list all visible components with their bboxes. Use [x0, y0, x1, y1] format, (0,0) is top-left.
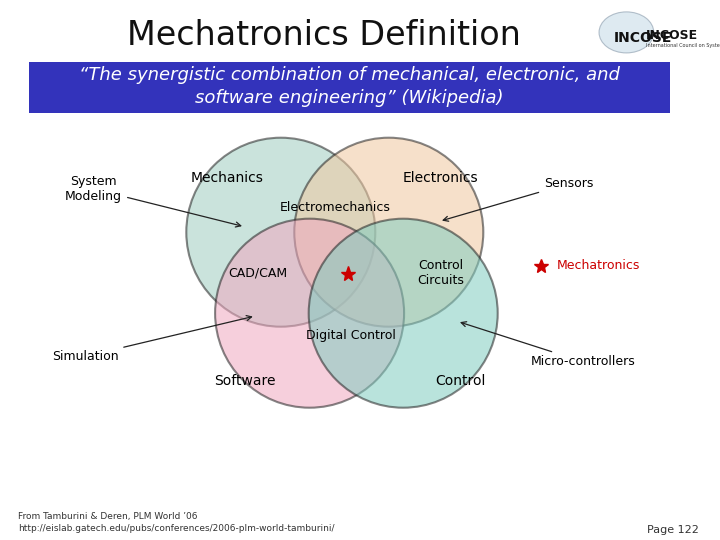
Text: Sensors: Sensors	[444, 177, 593, 221]
Text: International Council on Systems Engineering: International Council on Systems Enginee…	[646, 43, 720, 49]
Text: Mechatronics: Mechatronics	[557, 259, 640, 272]
Text: “The synergistic combination of mechanical, electronic, and
software engineering: “The synergistic combination of mechanic…	[78, 66, 620, 107]
Text: Mechanics: Mechanics	[190, 171, 264, 185]
Text: Page 122: Page 122	[647, 525, 698, 535]
Ellipse shape	[309, 219, 498, 408]
Text: Control
Circuits: Control Circuits	[417, 259, 464, 287]
Text: CAD/CAM: CAD/CAM	[228, 267, 287, 280]
Text: INCOSE: INCOSE	[646, 29, 698, 42]
Ellipse shape	[294, 138, 483, 327]
Ellipse shape	[186, 138, 375, 327]
Circle shape	[599, 12, 654, 53]
Ellipse shape	[215, 219, 404, 408]
Text: Electromechanics: Electromechanics	[279, 201, 390, 214]
Text: Control: Control	[436, 374, 486, 388]
Text: Micro-controllers: Micro-controllers	[462, 322, 636, 368]
Text: Software: Software	[214, 374, 276, 388]
Text: Digital Control: Digital Control	[306, 329, 395, 342]
Text: Electronics: Electronics	[402, 171, 479, 185]
Text: System
Modeling: System Modeling	[65, 175, 240, 227]
Text: From Tamburini & Deren, PLM World ’06
http://eislab.gatech.edu/pubs/conferences/: From Tamburini & Deren, PLM World ’06 ht…	[18, 512, 335, 533]
Text: Simulation: Simulation	[52, 315, 251, 363]
FancyBboxPatch shape	[29, 62, 670, 113]
Text: Mechatronics Definition: Mechatronics Definition	[127, 18, 521, 52]
Text: INCOSE: INCOSE	[613, 31, 672, 45]
